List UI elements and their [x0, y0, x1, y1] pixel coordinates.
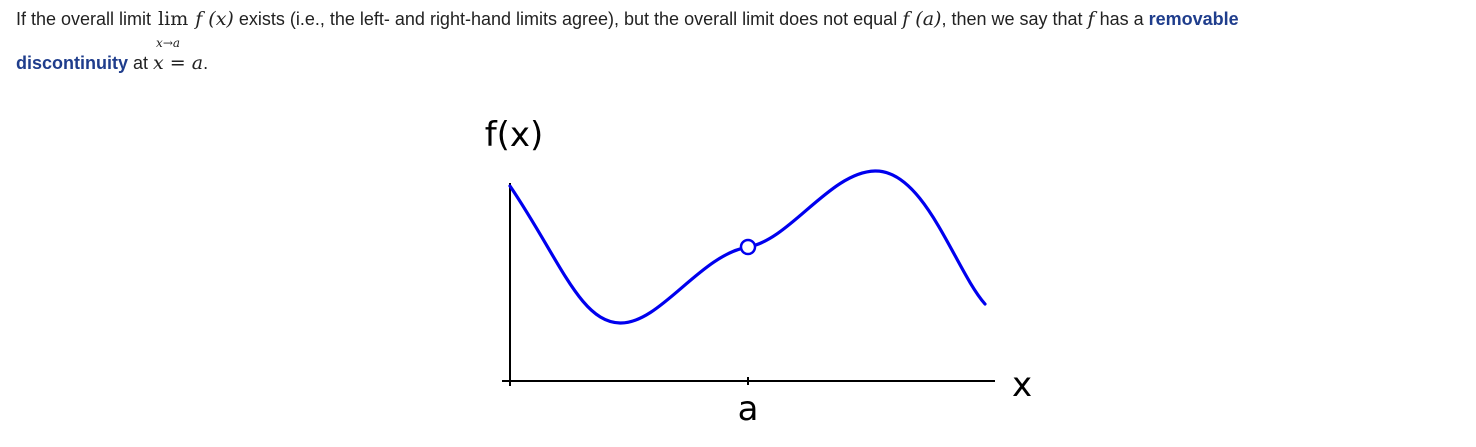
a-label: a — [738, 389, 759, 429]
hole-open-circle — [739, 238, 757, 256]
text-end: . — [203, 53, 209, 73]
paragraph-line-1: If the overall limit lim x→a f (x) exists… — [16, 8, 1464, 50]
text-part4: has a — [1094, 9, 1149, 29]
lim-word: lim — [158, 8, 189, 30]
paragraph-line-2: discontinuity at x = a. — [16, 52, 208, 74]
text-part1: If the overall limit — [16, 9, 157, 29]
math-fx: f (x) — [195, 8, 234, 30]
text-part5: at — [128, 53, 154, 73]
math-f: f — [1087, 8, 1095, 30]
y-axis-label: f(x) — [485, 115, 544, 155]
text-part3: , then we say that — [941, 9, 1088, 29]
limit-operator: lim x→a — [156, 8, 189, 50]
term-discontinuity: discontinuity — [16, 53, 128, 73]
x-axis-label: x — [1012, 365, 1032, 405]
math-fa: f (a) — [902, 8, 942, 30]
text-part2: exists (i.e., the left- and right-hand l… — [233, 9, 903, 29]
lim-subscript: x→a — [156, 36, 181, 50]
term-removable: removable — [1148, 9, 1239, 29]
math-x-equals-a: x = a — [153, 52, 204, 74]
